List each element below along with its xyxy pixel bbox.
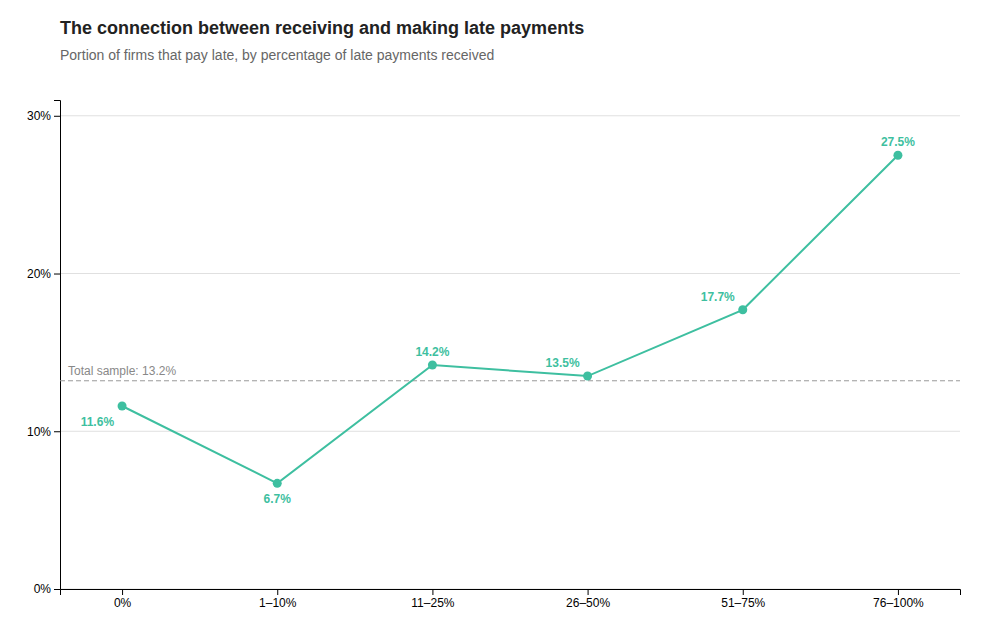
point: [273, 479, 282, 488]
y-axis-line: [54, 101, 61, 590]
x-tick-label: 1–10%: [259, 596, 297, 610]
x-tick-mark: [432, 589, 433, 595]
x-axis: 0% 1–10% 11–25% 26–50% 51–75% 76–100%: [61, 589, 961, 610]
y-tick-label: 0%: [34, 582, 52, 596]
y-tick: 20%: [27, 267, 60, 281]
grid-line: [60, 431, 960, 432]
grid: [60, 116, 960, 589]
line: [122, 155, 898, 483]
x-tick-mark: [122, 589, 123, 595]
data-label: 14.2%: [415, 345, 449, 359]
x-tick-label: 76–100%: [873, 596, 924, 610]
point: [583, 372, 592, 381]
y-tick-mark: [54, 589, 60, 590]
chart: The connection between receiving and mak…: [0, 0, 1000, 634]
y-tick-mark: [54, 431, 60, 432]
x-tick: 26–50%: [566, 589, 610, 610]
data-label: 27.5%: [881, 135, 915, 149]
grid-line: [60, 273, 960, 274]
y-axis: 0% 10% 20% 30%: [27, 101, 61, 597]
x-tick-mark: [588, 589, 589, 595]
x-tick-mark: [898, 589, 899, 595]
x-tick: 1–10%: [259, 589, 297, 610]
reference-label: Total sample: 13.2%: [68, 364, 176, 378]
data-label: 17.7%: [701, 290, 735, 304]
data-label: 13.5%: [546, 356, 580, 370]
y-tick: 30%: [27, 109, 60, 123]
y-tick-label: 20%: [27, 267, 51, 281]
x-tick: 51–75%: [721, 589, 765, 610]
point: [738, 305, 747, 314]
y-tick: 0%: [34, 582, 60, 596]
y-tick-label: 10%: [27, 425, 51, 439]
y-tick-label: 30%: [27, 109, 51, 123]
point: [118, 402, 127, 411]
x-tick-mark: [743, 589, 744, 595]
x-tick: 0%: [114, 589, 132, 610]
y-tick-mark: [54, 274, 60, 275]
data-label: 11.6%: [81, 415, 115, 429]
point: [893, 151, 902, 160]
x-axis-line: [61, 590, 961, 596]
x-tick-label: 51–75%: [721, 596, 765, 610]
reference-line: [60, 380, 960, 381]
grid-line: [60, 115, 960, 116]
x-tick-label: 0%: [114, 596, 132, 610]
x-tick-label: 11–25%: [411, 596, 454, 610]
y-tick: 10%: [27, 425, 60, 439]
x-tick: 11–25%: [411, 589, 454, 610]
annotations: Total sample: 13.2% 11.6% 6.7% 14.2% 13.5% 17…: [68, 135, 915, 506]
subtitle: Portion of firms that pay late, by perce…: [60, 47, 494, 63]
x-tick-label: 26–50%: [566, 596, 610, 610]
data-label: 6.7%: [264, 492, 292, 506]
plot: 0% 10% 20% 30% 0% 1–10% 11–25% 26–50% 51–75% 76–1…: [27, 101, 961, 610]
marks: [60, 151, 960, 488]
title: The connection between receiving and mak…: [60, 18, 584, 38]
point: [428, 361, 437, 370]
x-tick-mark: [277, 589, 278, 595]
x-tick: 76–100%: [873, 589, 924, 610]
y-tick-mark: [54, 116, 60, 117]
